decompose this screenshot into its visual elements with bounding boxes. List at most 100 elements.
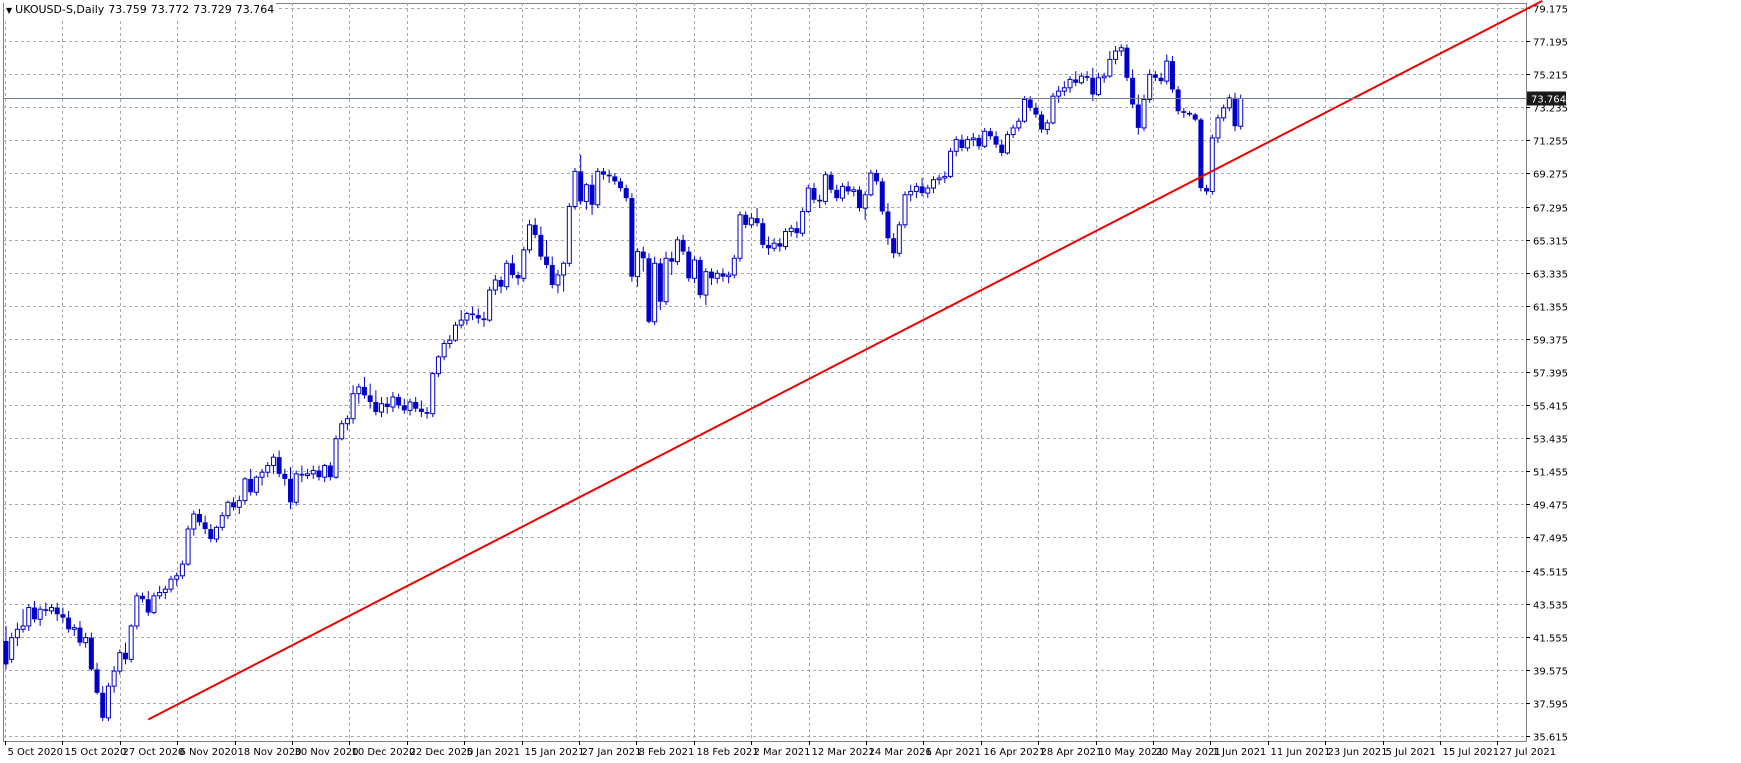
candle-body-bull [1141, 99, 1147, 129]
candle-body-bear [1135, 104, 1141, 128]
candle-body-bull [595, 170, 601, 206]
candle-body-bear [1090, 77, 1096, 95]
candle-body-bear [276, 457, 282, 474]
candle-body-bull [1078, 75, 1084, 84]
candle-body-bear [646, 258, 652, 322]
candle-body-bull [71, 627, 77, 630]
candle-body-bull [726, 274, 732, 278]
candle-body-bear [384, 403, 390, 408]
candle-body-bear [1204, 188, 1210, 192]
candle-body-bull [1022, 99, 1028, 122]
candle-body-bear [1039, 114, 1045, 130]
candle-body-bull [310, 470, 316, 475]
candle-body-bear [367, 395, 373, 402]
trendline [147, 0, 1543, 721]
y-tick-label: 79.175 [1533, 5, 1568, 16]
candle-body-bear [544, 256, 550, 265]
candle-body-bull [350, 393, 356, 420]
candle-body-bull [526, 224, 532, 251]
candle-body-bear [418, 408, 424, 413]
candle-body-bull [453, 324, 459, 341]
x-tick-label: 5 Jul 2021 [1386, 747, 1436, 758]
candle-body-bull [1209, 137, 1215, 192]
candle-body-bull [390, 396, 396, 408]
candle-body-bear [845, 186, 851, 192]
candle-body-bear [202, 522, 208, 530]
candle-body-bull [771, 242, 777, 249]
candle-body-bull [441, 343, 447, 358]
x-tick-label: 10 May 2021 [1099, 747, 1164, 758]
candle-body-bull [9, 637, 15, 660]
candle-body-bear [316, 470, 322, 478]
candle-body-bear [475, 315, 481, 319]
current-price-label: 73.764 [1531, 95, 1566, 106]
candle-body-bull [805, 187, 811, 212]
candle-body-bear [999, 144, 1005, 153]
candle-body-bear [891, 238, 897, 254]
dropdown-triangle-icon[interactable]: ▼ [6, 6, 13, 15]
candle-body-bear [1158, 77, 1164, 82]
candle-body-bear [879, 181, 885, 212]
candle-body-bull [356, 386, 362, 395]
candle-body-bear [1084, 76, 1090, 78]
candle-body-bear [31, 607, 37, 620]
candle-body-bear [88, 637, 94, 670]
candle-body-bull [703, 271, 709, 296]
candle-body-bear [1130, 77, 1136, 105]
candle-body-bear [549, 264, 555, 286]
candle-body-bull [339, 423, 345, 440]
candle-body-bull [242, 478, 248, 502]
candle-body-bear [697, 259, 703, 296]
x-tick-label: 27 Jul 2021 [1500, 747, 1557, 758]
y-tick-label: 61.355 [1533, 303, 1568, 314]
candle-body-bear [413, 401, 419, 409]
y-tick-label: 39.575 [1533, 667, 1568, 678]
candle-body-bull [1056, 90, 1062, 97]
candle-body-bear [828, 174, 834, 190]
candle-body-bear [1198, 119, 1204, 189]
close-value: 73.764 [235, 3, 275, 16]
candle-body-bear [629, 198, 635, 277]
candle-body-bear [1152, 74, 1158, 78]
candle-body-bull [134, 595, 140, 627]
candle-body-bear [680, 239, 686, 252]
candle-body-bull [1238, 97, 1244, 127]
x-tick-label: 16 Apr 2021 [984, 747, 1046, 758]
candle-body-bull [521, 249, 527, 279]
candle-body-bull [902, 194, 908, 226]
y-tick-label: 73.235 [1533, 104, 1568, 115]
candle-body-bull [936, 177, 942, 181]
x-tick-label: 28 Apr 2021 [1041, 747, 1103, 758]
y-tick-label: 37.595 [1533, 700, 1568, 711]
candle-body-bull [583, 184, 589, 202]
candle-body-bull [128, 625, 134, 660]
candle-body-bear [720, 273, 726, 277]
candle-body-bull [1004, 134, 1010, 154]
candle-body-bear [43, 609, 49, 611]
candle-body-bull [965, 139, 971, 149]
candle-body-bull [788, 227, 794, 233]
candle-body-bull [1164, 60, 1170, 82]
y-tick-label: 77.195 [1533, 38, 1568, 49]
candle-body-bear [498, 279, 504, 287]
high-value: 73.772 [150, 3, 190, 16]
y-tick-label: 69.275 [1533, 170, 1568, 181]
candle-body-bull [447, 339, 453, 345]
x-tick-label: 18 Nov 2020 [238, 747, 302, 758]
candle-body-bull [270, 456, 276, 467]
candle-body-bear [1192, 114, 1198, 120]
candle-body-bear [1181, 111, 1187, 113]
candle-body-bull [185, 528, 191, 565]
x-tick-label: 10 Dec 2020 [352, 747, 416, 758]
x-tick-label: 23 Jun 2021 [1328, 747, 1388, 758]
candle-body-bull [868, 172, 874, 196]
candle-body-bear [1187, 112, 1193, 115]
candle-body-bull [555, 274, 561, 286]
candle-body-bull [111, 670, 117, 687]
candle-body-bull [219, 515, 225, 528]
x-tick-label: 15 Jan 2021 [525, 747, 585, 758]
candle-body-bear [760, 223, 766, 245]
y-tick-label: 51.455 [1533, 468, 1568, 479]
